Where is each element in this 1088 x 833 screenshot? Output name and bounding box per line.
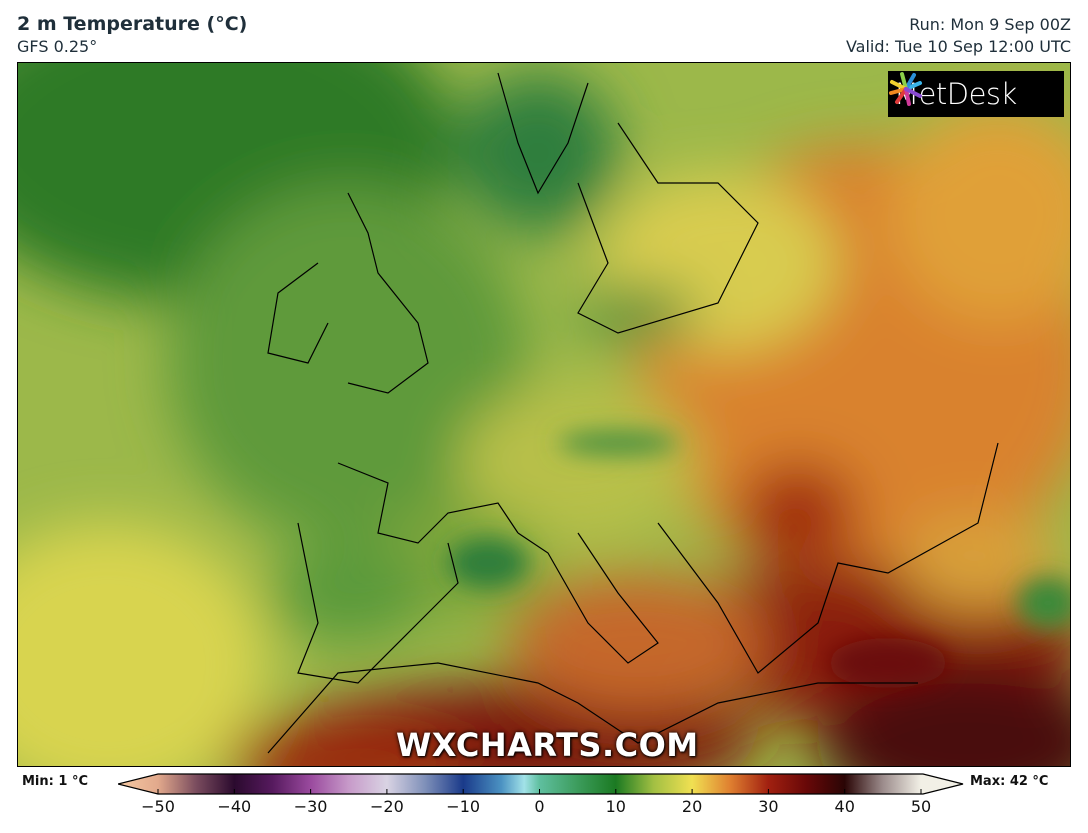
metdesk-logo: MetDesk bbox=[888, 71, 1064, 117]
colorbar-tick-label: 50 bbox=[910, 797, 932, 816]
colorbar-tick-label: −20 bbox=[370, 797, 404, 816]
valid-time: Valid: Tue 10 Sep 12:00 UTC bbox=[845, 37, 1071, 56]
min-temperature-label: Min: 1 °C bbox=[22, 774, 88, 789]
colorbar-tick-label: 10 bbox=[605, 797, 626, 816]
colorbar-tick-label: −40 bbox=[217, 797, 252, 816]
run-time: Run: Mon 9 Sep 00Z bbox=[909, 15, 1071, 34]
temperature-map[interactable]: MetDesk WXCHARTS.COM bbox=[17, 62, 1071, 767]
colorbar-tick-label: −10 bbox=[446, 797, 481, 816]
temperature-field bbox=[18, 63, 1070, 766]
map-title: 2 m Temperature (°C) bbox=[17, 13, 248, 35]
model-label: GFS 0.25° bbox=[17, 37, 98, 56]
max-temperature-label: Max: 42 °C bbox=[970, 774, 1049, 789]
colorbar-tick-label: −30 bbox=[293, 797, 328, 816]
colorbar bbox=[118, 773, 964, 795]
colorbar-tick-label: 0 bbox=[534, 797, 545, 816]
colorbar-tick-label: 30 bbox=[758, 797, 779, 816]
colorbar-tick-label: 40 bbox=[834, 797, 855, 816]
colorbar-tick-label: −50 bbox=[141, 797, 175, 816]
wxcharts-watermark: WXCHARTS.COM bbox=[396, 726, 699, 764]
colorbar-tick-label: 20 bbox=[681, 797, 703, 816]
metdesk-flower-icon bbox=[889, 72, 922, 106]
coastlines bbox=[267, 72, 999, 754]
